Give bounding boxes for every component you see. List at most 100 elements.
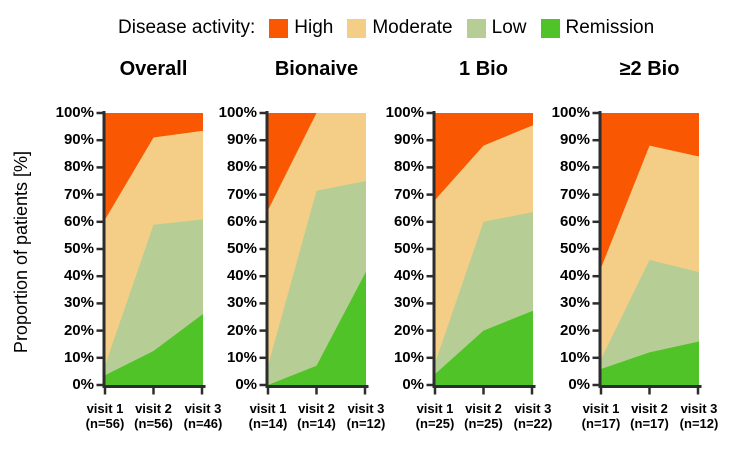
plot-area-bionaive [259, 111, 369, 395]
visit-label: visit 1 [86, 401, 124, 416]
y-tick-label: 50% [559, 240, 590, 257]
y-tick-label: 80% [63, 158, 94, 176]
legend-title: Disease activity: [118, 17, 256, 38]
x-tick-label: visit 2 (n=14) [285, 401, 349, 431]
sample-size-label: (n=56) [134, 416, 173, 431]
y-tick-label: 10% [393, 348, 424, 366]
y-tick-label: 80% [393, 158, 424, 176]
y-tick-label: 100% [55, 104, 94, 121]
sample-size-label: (n=14) [297, 416, 336, 431]
plot-area-2-bio [592, 111, 702, 395]
y-tick-label: 40% [393, 267, 424, 285]
legend: Disease activity: High Moderate Low Remissi… [118, 16, 654, 40]
y-tick-label: 40% [63, 267, 94, 285]
visit-label: visit 1 [249, 401, 287, 416]
y-tick-label: 90% [226, 131, 257, 149]
y-tick-label: 40% [226, 267, 257, 285]
visit-label: visit 3 [184, 401, 222, 416]
x-tick-label: visit 1 (n=17) [569, 401, 633, 431]
y-tick-label: 0% [235, 376, 257, 393]
visit-label: visit 3 [514, 401, 552, 416]
plot-area-overall [96, 111, 206, 395]
area-remission [601, 341, 699, 385]
y-tick-label: 30% [63, 294, 94, 312]
y-tick-label: 100% [385, 104, 424, 121]
x-tick-label: visit 3 (n=12) [334, 401, 398, 431]
y-tick-label: 90% [559, 131, 590, 149]
y-tick-label: 50% [226, 240, 257, 257]
y-tick-label: 70% [393, 185, 424, 203]
remission-color-swatch-icon [540, 18, 560, 38]
y-tick-label: 90% [393, 131, 424, 149]
y-tick-label: 20% [393, 321, 424, 339]
x-tick-label: visit 1 (n=56) [73, 401, 137, 431]
y-tick-label: 10% [63, 348, 94, 366]
sample-size-label: (n=25) [415, 416, 455, 431]
y-tick-label: 20% [226, 321, 257, 339]
sample-size-label: (n=12) [346, 416, 386, 431]
legend-items: High Moderate Low Remission [255, 16, 654, 40]
y-tick-label: 70% [63, 185, 94, 203]
sample-size-label: (n=17) [630, 416, 669, 431]
panel-title-2-bio: ≥2 Bio [619, 58, 680, 80]
low-color-swatch-icon [466, 18, 486, 38]
legend-item-label: Moderate [372, 17, 453, 38]
y-tick-label: 100% [551, 104, 590, 121]
y-tick-label: 30% [559, 294, 590, 312]
y-tick-label: 30% [393, 294, 424, 312]
visit-label: visit 3 [347, 401, 385, 416]
area-remission [268, 271, 366, 385]
legend-item-label: High [294, 17, 334, 38]
legend-item-label: Remission [565, 17, 655, 38]
y-tick-label: 40% [559, 267, 590, 285]
y-tick-label: 50% [393, 240, 424, 257]
x-tick-label: visit 2 (n=17) [618, 401, 682, 431]
legend-item-high: High [255, 16, 333, 40]
panel-2-bio: ≥2 Bio 100% 90% 80% 70% 60% 50% 40% 30% 20% 10% 0% v… [552, 0, 719, 450]
high-color-swatch-icon [269, 18, 289, 38]
visit-label: visit 1 [416, 401, 454, 416]
y-tick-label: 10% [559, 348, 590, 366]
sample-size-label: (n=12) [679, 416, 719, 431]
x-tick-label: visit 3 (n=12) [667, 401, 731, 431]
y-tick-label: 80% [226, 158, 257, 176]
sample-size-label: (n=46) [183, 416, 223, 431]
y-tick-label: 0% [402, 376, 424, 393]
x-tick-label: visit 3 (n=46) [171, 401, 235, 431]
sample-size-label: (n=25) [464, 416, 503, 431]
panel-bionaive: Bionaive 100% 90% 80% 70% 60% 50% 40% 30% 20% 10% 0… [219, 0, 386, 450]
visit-label: visit 2 [135, 401, 172, 416]
y-tick-label: 30% [226, 294, 257, 312]
x-tick-label: visit 2 (n=25) [452, 401, 516, 431]
panel-title-1-bio: 1 Bio [459, 58, 508, 80]
x-tick-label: visit 2 (n=56) [122, 401, 186, 431]
legend-item-label: Low [491, 17, 527, 38]
panel-overall: Overall 100% 90% 80% 70% 60% 50% 40% 30% 20% 10% 0%… [56, 0, 223, 450]
plot-area-1-bio [426, 111, 536, 395]
visit-label: visit 3 [680, 401, 718, 416]
y-tick-label: 0% [72, 376, 94, 393]
visit-label: visit 2 [631, 401, 668, 416]
sample-size-label: (n=22) [513, 416, 553, 431]
y-tick-label: 60% [559, 212, 590, 230]
legend-item-low: Low [453, 16, 527, 40]
area-remission [435, 310, 533, 385]
legend-item-moderate: Moderate [333, 16, 453, 40]
y-tick-label: 80% [559, 158, 590, 176]
panel-title-bionaive: Bionaive [274, 58, 359, 80]
y-tick-label: 70% [226, 185, 257, 203]
y-tick-label: 60% [63, 212, 94, 230]
y-tick-label: 0% [568, 376, 590, 393]
y-tick-label: 10% [226, 348, 257, 366]
y-tick-label: 90% [63, 131, 94, 149]
x-tick-label: visit 1 (n=14) [236, 401, 300, 431]
y-tick-label: 20% [559, 321, 590, 339]
x-tick-label: visit 1 (n=25) [403, 401, 467, 431]
sample-size-label: (n=56) [85, 416, 125, 431]
y-tick-label: 100% [218, 104, 257, 121]
y-tick-label: 50% [63, 240, 94, 257]
x-tick-label: visit 3 (n=22) [501, 401, 565, 431]
moderate-color-swatch-icon [347, 18, 367, 38]
y-tick-label: 60% [393, 212, 424, 230]
